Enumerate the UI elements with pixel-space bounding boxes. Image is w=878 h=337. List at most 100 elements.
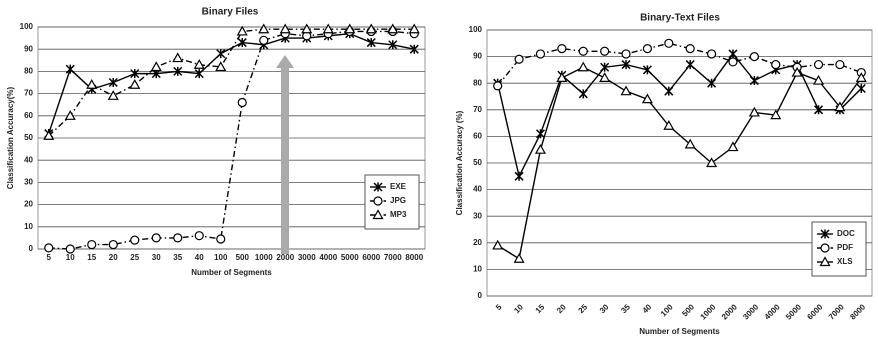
point <box>855 72 867 82</box>
x-tick-label: 5 <box>494 302 504 312</box>
point <box>129 78 141 89</box>
point <box>493 81 503 91</box>
point <box>44 243 54 253</box>
point <box>642 65 652 75</box>
point <box>534 143 546 154</box>
x-tick-label: 20 <box>109 253 118 262</box>
legend-label: MP3 <box>390 210 407 219</box>
y-tick-label: 80 <box>473 78 482 87</box>
point <box>600 62 610 72</box>
x-tick-label: 5 <box>47 253 52 262</box>
y-tick-label: 40 <box>473 185 482 194</box>
point <box>621 49 631 59</box>
point <box>43 130 55 140</box>
point <box>642 44 653 54</box>
x-tick-label: 15 <box>87 253 96 262</box>
legend-marker <box>372 209 384 220</box>
series-line <box>48 28 415 137</box>
point <box>259 35 269 45</box>
x-tick-label: 500 <box>236 253 250 262</box>
legend-label: DOC <box>837 229 855 238</box>
point <box>173 66 183 76</box>
point <box>173 233 183 243</box>
point <box>344 23 356 34</box>
point <box>813 59 824 70</box>
point <box>641 93 653 104</box>
point <box>771 59 781 70</box>
x-tick-label: 1000 <box>255 253 273 262</box>
x-tick-label: 8000 <box>405 253 423 262</box>
y-tick-label: 90 <box>473 52 482 61</box>
point <box>577 61 589 72</box>
point <box>770 109 782 120</box>
x-axis-label: Number of Segments <box>191 268 272 277</box>
y-tick-label: 100 <box>20 22 34 31</box>
y-tick-label: 50 <box>473 158 482 167</box>
point <box>492 239 504 250</box>
y-tick-label: 0 <box>478 291 483 300</box>
arrow-head <box>276 55 294 68</box>
y-tick-label: 30 <box>24 178 33 187</box>
y-tick-label: 40 <box>24 155 33 164</box>
x-tick-label: 10 <box>66 253 75 262</box>
point <box>258 23 270 34</box>
point <box>664 86 674 96</box>
point <box>365 23 377 34</box>
arrow-shaft <box>281 68 289 254</box>
x-tick-label: 40 <box>195 253 204 262</box>
point <box>834 101 846 112</box>
point <box>514 171 524 181</box>
y-tick-label: 10 <box>24 222 33 231</box>
point <box>556 72 568 82</box>
point <box>813 74 825 85</box>
point <box>301 23 313 34</box>
point <box>64 110 76 120</box>
y-tick-label: 20 <box>473 238 482 247</box>
point <box>151 233 161 243</box>
point <box>86 78 98 89</box>
point <box>791 66 803 77</box>
point <box>366 38 376 48</box>
point <box>388 40 398 50</box>
point <box>150 61 162 72</box>
legend-marker <box>373 182 383 192</box>
legend: DOC PDF XLS <box>811 221 867 277</box>
point <box>130 235 140 245</box>
point <box>408 23 420 34</box>
legend-label: JPG <box>390 196 406 205</box>
point <box>130 69 140 79</box>
point <box>728 49 738 59</box>
x-tick-label: 100 <box>214 253 228 262</box>
legend-marker <box>819 256 831 267</box>
point <box>513 253 525 263</box>
point <box>600 46 610 56</box>
highlight-arrow <box>276 55 294 254</box>
point <box>620 85 632 96</box>
y-tick-label: 70 <box>24 89 33 98</box>
legend-marker <box>820 229 830 239</box>
y-axis-label: Classification Accuracy (%) <box>455 110 464 215</box>
point <box>685 60 695 70</box>
x-tick-label: 30 <box>152 253 161 262</box>
point <box>236 25 248 36</box>
y-tick-label: 30 <box>473 211 482 220</box>
point <box>749 51 759 62</box>
legend-marker <box>373 196 383 206</box>
chart-title: Binary-Text Files <box>640 13 720 24</box>
point <box>728 57 738 67</box>
point <box>172 52 184 63</box>
point <box>578 89 588 99</box>
point <box>599 72 611 82</box>
point <box>535 129 546 139</box>
point <box>514 54 524 64</box>
point <box>706 49 717 59</box>
y-tick-label: 0 <box>29 244 34 253</box>
point <box>65 244 75 254</box>
y-tick-label: 10 <box>473 265 482 274</box>
point <box>237 97 247 108</box>
y-tick-label: 50 <box>24 133 33 142</box>
y-tick-label: 60 <box>473 132 482 141</box>
point <box>107 90 119 100</box>
x-tick-label: 4000 <box>319 253 337 262</box>
